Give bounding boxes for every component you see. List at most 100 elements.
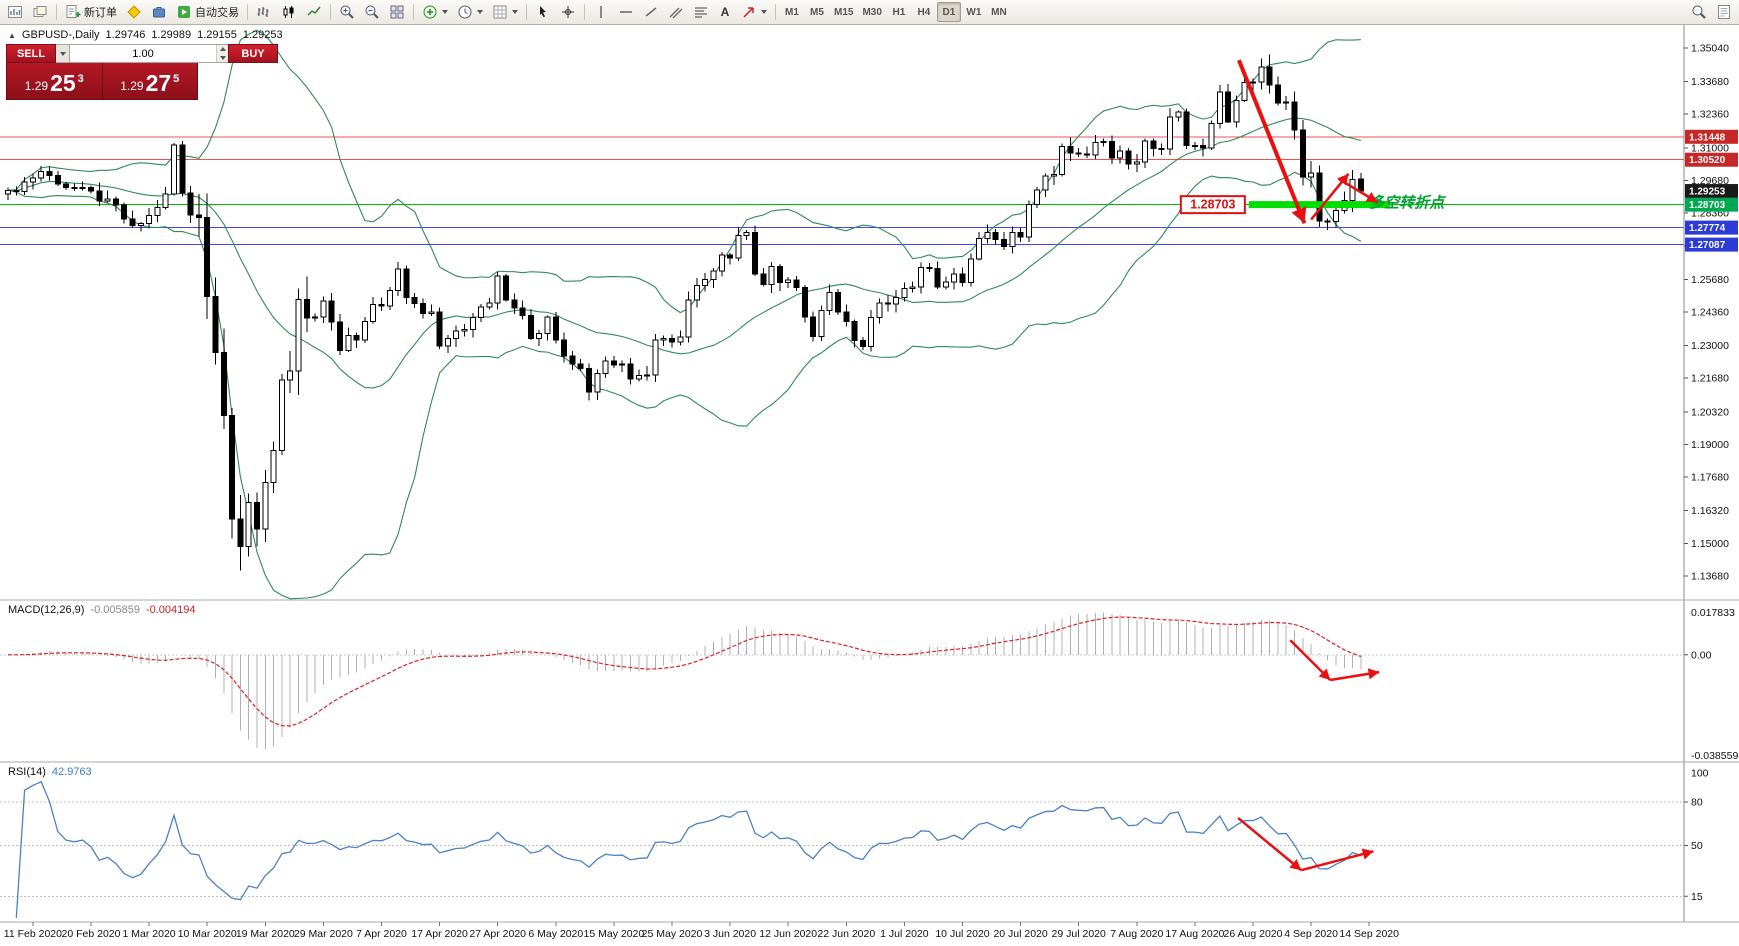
date-label: 14 Sep 2020 — [1339, 928, 1399, 940]
date-label: 12 Jun 2020 — [759, 928, 817, 940]
price-tick-label: 1.25680 — [1691, 274, 1729, 286]
timeframe-m15-button[interactable]: M15 — [830, 2, 857, 22]
timeframe-m30-button[interactable]: M30 — [858, 2, 885, 22]
trade-prices-row: 1.29 25 3 1.29 27 5 — [6, 63, 198, 100]
date-label: 1 Mar 2020 — [123, 928, 176, 940]
price-tag-label: 1.29253 — [1689, 187, 1726, 198]
buy-button[interactable]: BUY — [228, 44, 278, 63]
sell-button[interactable]: SELL — [6, 44, 56, 63]
autotrading-button[interactable]: 自动交易 — [172, 2, 243, 22]
arrow-tool-icon — [743, 7, 754, 18]
tile-windows-icon — [390, 5, 404, 19]
one-click-trading-panel: SELL BUY 1.29 25 3 1.29 27 — [6, 44, 278, 100]
arrows-tool-button[interactable] — [737, 2, 771, 22]
timeframe-h4-button[interactable]: H4 — [912, 2, 936, 22]
chevron-down-icon — [512, 10, 518, 14]
volume-dropdown-button[interactable] — [56, 44, 70, 63]
volume-up-button[interactable] — [217, 45, 228, 54]
main-pane: 1.28703 多空转折点 — [0, 29, 1684, 600]
rsi-scale-label: 50 — [1691, 840, 1703, 852]
sell-price-main: 1.29 — [24, 79, 49, 93]
timeframe-d1-button[interactable]: D1 — [936, 2, 961, 22]
axes[interactable]: 1.350401.336801.323601.310001.296801.283… — [0, 24, 1739, 940]
date-label: 7 Apr 2020 — [356, 928, 407, 940]
drawn-arrow[interactable] — [1300, 850, 1374, 872]
ohlc-low: 1.29155 — [197, 29, 237, 41]
sell-price[interactable]: 1.29 25 3 — [7, 63, 102, 99]
bar-chart-icon — [257, 7, 269, 17]
vertical-line-button[interactable] — [589, 2, 613, 22]
price-tick-label: 1.16320 — [1691, 505, 1729, 517]
arrow-head — [1367, 668, 1380, 680]
bar-chart-button[interactable] — [252, 2, 276, 22]
fibonacci-button[interactable] — [689, 2, 713, 22]
text-tool-button[interactable]: A — [714, 2, 736, 22]
rsi-pane — [0, 780, 1684, 919]
periods-button[interactable] — [453, 2, 487, 22]
timeframe-mn-button[interactable]: MN — [987, 2, 1011, 22]
price-tick-label: 1.23000 — [1691, 340, 1729, 352]
collapse-icon[interactable]: ▲ — [8, 30, 16, 40]
symbol-period-label: GBPUSD-,Daily — [21, 29, 100, 41]
zoom-out-button[interactable] — [360, 2, 384, 22]
rsi-scale-label: 100 — [1691, 768, 1709, 780]
timeframe-m5-button[interactable]: M5 — [805, 2, 829, 22]
drawn-arrow[interactable] — [1237, 59, 1307, 225]
candles — [5, 54, 1364, 571]
zoom-in-button[interactable] — [335, 2, 359, 22]
toolbar-separator — [247, 4, 248, 20]
horizontal-line-button[interactable] — [614, 2, 638, 22]
crosshair-button[interactable] — [556, 2, 580, 22]
ohlc-high: 1.29989 — [151, 29, 192, 41]
search-button[interactable] — [1687, 2, 1711, 22]
trendline-button[interactable] — [639, 2, 663, 22]
price-tag — [1685, 184, 1738, 199]
buy-price-sup: 5 — [173, 73, 180, 85]
bollinger-upper — [7, 29, 1361, 314]
templates-button[interactable] — [488, 2, 522, 22]
buy-price[interactable]: 1.29 27 5 — [103, 63, 198, 99]
price-tick-label: 1.17680 — [1691, 472, 1729, 484]
profiles-button[interactable] — [28, 2, 52, 22]
support-price-label-box[interactable] — [1179, 195, 1246, 215]
timeframe-w1-button[interactable]: W1 — [962, 2, 986, 22]
candlestick-chart-button[interactable] — [277, 2, 301, 22]
cursor-button[interactable] — [531, 2, 555, 22]
date-label: 29 Mar 2020 — [294, 928, 353, 940]
macd-histogram — [15, 612, 1362, 750]
line-chart-button[interactable] — [302, 2, 326, 22]
rsi-scale-label: 80 — [1691, 797, 1703, 809]
volume-input[interactable] — [70, 45, 216, 62]
timeframe-h1-button[interactable]: H1 — [887, 2, 911, 22]
data-window-button[interactable] — [1712, 2, 1736, 22]
date-label: 26 Aug 2020 — [1224, 928, 1283, 940]
metaeditor-button[interactable] — [122, 2, 146, 22]
candlestick-chart-icon — [283, 6, 294, 18]
timeframe-group: M1 M5 M15 M30 H1 H4 D1 W1 MN — [780, 2, 1011, 22]
tile-windows-button[interactable] — [385, 2, 409, 22]
market-button[interactable] — [147, 2, 171, 22]
channel-icon — [669, 7, 683, 19]
new-order-icon — [66, 5, 81, 18]
indicators-button[interactable] — [418, 2, 452, 22]
bollinger-middle — [7, 117, 1362, 389]
macd-value-main: -0.005859 — [90, 604, 140, 616]
volume-spinner — [216, 45, 228, 62]
templates-grid-icon — [493, 5, 507, 19]
volume-down-button[interactable] — [217, 53, 228, 62]
channel-button[interactable] — [664, 2, 688, 22]
autotrading-icon — [178, 6, 190, 18]
trade-controls-row: SELL BUY — [6, 44, 278, 63]
chevron-down-icon — [477, 10, 483, 14]
new-chart-button[interactable] — [3, 2, 27, 22]
date-label: 22 Jun 2020 — [817, 928, 875, 940]
new-order-button[interactable]: 新订单 — [61, 2, 121, 22]
drawn-arrow[interactable] — [1237, 816, 1302, 872]
timeframe-m1-button[interactable]: M1 — [780, 2, 804, 22]
vertical-line-icon — [600, 6, 602, 18]
price-tick-label: 1.13680 — [1691, 571, 1729, 583]
data-window-icon — [1718, 5, 1730, 19]
turning-point-text[interactable]: 多空转折点 — [1369, 194, 1446, 212]
